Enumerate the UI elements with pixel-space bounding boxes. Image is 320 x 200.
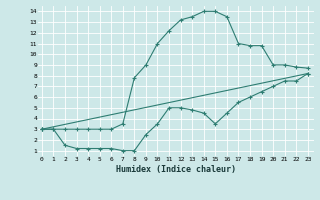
X-axis label: Humidex (Indice chaleur): Humidex (Indice chaleur) xyxy=(116,165,236,174)
